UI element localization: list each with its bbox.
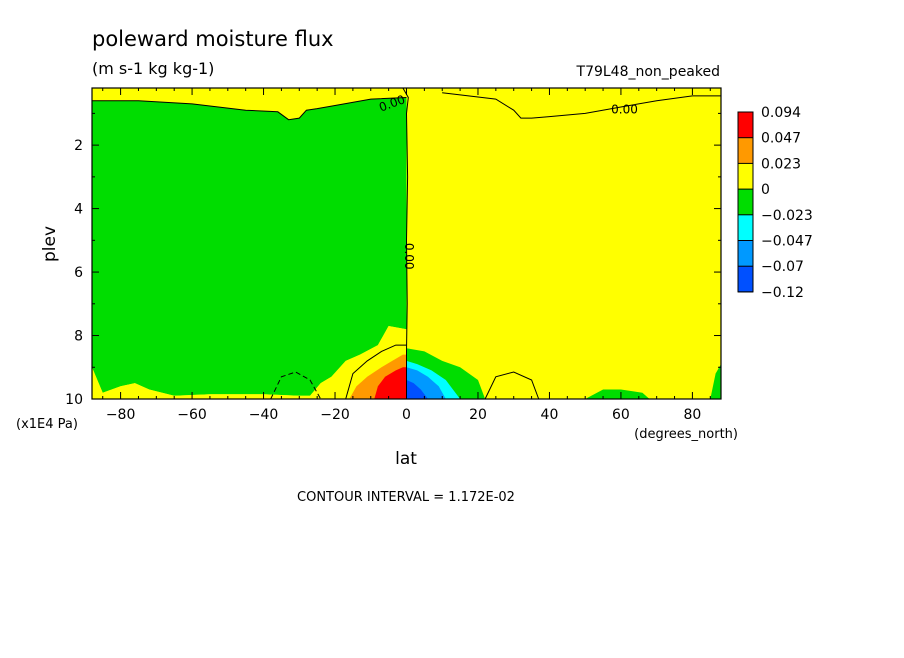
x-tick-label: 60 <box>612 407 630 423</box>
x-axis-ticks: −80 −60 −40 −20 0 20 40 60 80 <box>102 88 711 423</box>
chart-title: poleward moisture flux <box>92 27 334 51</box>
legend-swatch <box>738 240 753 267</box>
x-tick-label: 40 <box>541 407 559 423</box>
x-tick-label: −40 <box>249 407 279 423</box>
contour-zero-line-equator <box>402 87 409 399</box>
chart-units: (m s-1 kg kg-1) <box>92 59 214 78</box>
legend-label: −0.12 <box>761 285 804 301</box>
x-tick-label: −60 <box>177 407 207 423</box>
legend-label: 0.047 <box>761 131 801 147</box>
legend-label: 0 <box>761 182 770 198</box>
y-tick-label: 10 <box>65 392 83 408</box>
contour-label: 0.00 <box>611 103 638 117</box>
y-tick-label: 8 <box>74 329 83 345</box>
contour-zero-line-nh-upper <box>442 92 721 119</box>
contour-neg-contour-sh <box>270 371 322 400</box>
legend-swatch <box>738 112 753 138</box>
y-tick-label: 4 <box>74 202 83 218</box>
region-nh-upper-yellow <box>442 88 721 119</box>
y-axis-label: plev <box>40 226 60 262</box>
y-tick-label: 6 <box>74 265 83 281</box>
region-neg-07 <box>406 380 428 399</box>
contour-zero-line-sh-upper <box>92 97 407 121</box>
y-tick-label: 2 <box>74 138 83 154</box>
legend-swatch <box>738 266 753 292</box>
run-label: T79L48_non_peaked <box>576 64 720 80</box>
legend-swatch <box>738 214 753 241</box>
legend-label: 0.023 <box>761 156 801 172</box>
contour-lines <box>92 87 721 400</box>
contour-interval: CONTOUR INTERVAL = 1.172E-02 <box>297 490 515 505</box>
legend-swatch <box>738 163 753 190</box>
legend-label: −0.047 <box>761 234 813 250</box>
legend-label: −0.023 <box>761 208 813 224</box>
region-nh-pole-green <box>710 364 721 399</box>
legend-label: −0.07 <box>761 259 804 275</box>
x-axis-units: (degrees_north) <box>634 427 738 442</box>
region-sh-lower-yellow <box>92 326 407 399</box>
x-tick-label: 0 <box>402 407 411 423</box>
y-axis-ticks: 2 4 6 8 10 <box>65 112 721 408</box>
region-pos-094 <box>374 367 407 399</box>
x-axis-label: lat <box>395 449 417 469</box>
x-tick-label: 80 <box>683 407 701 423</box>
contour-pos-contour-inner <box>345 344 407 400</box>
x-tick-label: −20 <box>320 407 350 423</box>
color-legend: 0.094 0.047 0.023 0 −0.023 −0.047 −0.07 −0.12 <box>737 105 813 301</box>
legend-label: 0.094 <box>761 105 801 121</box>
x-tick-label: −80 <box>106 407 136 423</box>
x-tick-label: 20 <box>469 407 487 423</box>
contour-label: 0.00 <box>402 243 416 270</box>
legend-swatch <box>738 137 753 164</box>
contour-pos-contour-nh <box>484 371 540 400</box>
y-axis-units: (x1E4 Pa) <box>16 417 78 432</box>
legend-swatch <box>738 189 753 215</box>
region-sh-green <box>92 97 407 396</box>
region-sh-upper-yellow <box>92 88 407 120</box>
region-nh-sfc-green <box>585 389 650 399</box>
